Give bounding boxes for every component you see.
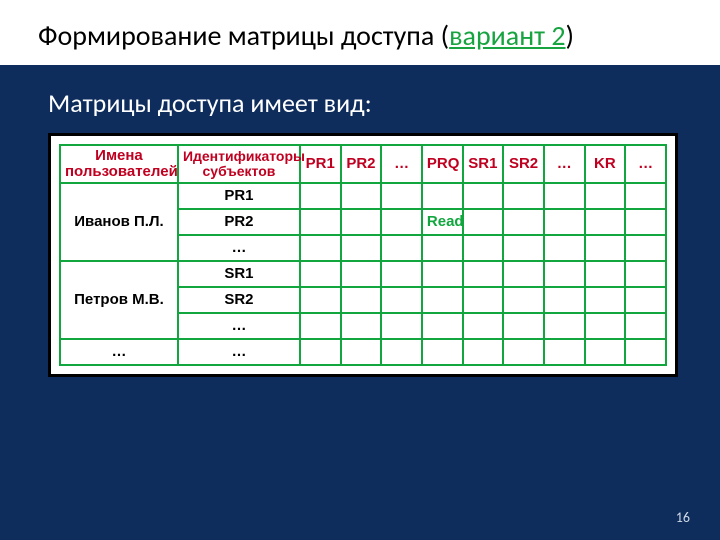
- cell: [463, 339, 504, 365]
- cell: [381, 313, 422, 339]
- cell: [463, 287, 504, 313]
- page-number: 16: [676, 509, 690, 526]
- cell: [422, 183, 463, 209]
- cell: [300, 209, 341, 235]
- cell: [300, 235, 341, 261]
- cell: [625, 339, 666, 365]
- cell: [463, 261, 504, 287]
- cell: [503, 287, 544, 313]
- cell: [341, 287, 382, 313]
- cell: [381, 339, 422, 365]
- cell: [544, 209, 585, 235]
- header-col: SR2: [503, 145, 544, 183]
- title-panel: Формирование матрицы доступа (вариант 2): [0, 0, 720, 65]
- cell: [463, 183, 504, 209]
- read-cell: Read: [422, 209, 463, 235]
- title-prefix: Формирование матрицы доступа (: [38, 18, 449, 53]
- header-col: PRQ: [422, 145, 463, 183]
- cell: [585, 287, 626, 313]
- cell: [300, 287, 341, 313]
- cell: [625, 235, 666, 261]
- cell: [625, 183, 666, 209]
- matrix-table: Имена пользователей Идентификаторы субъе…: [59, 144, 667, 366]
- cell: [341, 339, 382, 365]
- cell: [625, 287, 666, 313]
- cell: [463, 235, 504, 261]
- header-col: KR: [585, 145, 626, 183]
- cell: [503, 183, 544, 209]
- cell: [503, 339, 544, 365]
- table-row: Иванов П.Л. PR1: [60, 183, 666, 209]
- cell: [300, 261, 341, 287]
- cell: [463, 209, 504, 235]
- id-cell: …: [178, 339, 300, 365]
- title-suffix: ): [566, 18, 575, 53]
- cell: [544, 313, 585, 339]
- cell: [625, 313, 666, 339]
- cell: [381, 183, 422, 209]
- cell: [422, 313, 463, 339]
- cell: [544, 287, 585, 313]
- cell: [341, 235, 382, 261]
- header-col: …: [381, 145, 422, 183]
- cell: [300, 339, 341, 365]
- table-header-row: Имена пользователей Идентификаторы субъе…: [60, 145, 666, 183]
- cell: [544, 261, 585, 287]
- cell: [585, 183, 626, 209]
- table-row: … …: [60, 339, 666, 365]
- cell: [381, 235, 422, 261]
- id-cell: PR2: [178, 209, 300, 235]
- cell: [341, 209, 382, 235]
- subtitle: Матрицы доступа имеет вид:: [0, 65, 720, 133]
- cell: [341, 313, 382, 339]
- slide-title: Формирование матрицы доступа (вариант 2): [38, 18, 690, 53]
- cell: [585, 339, 626, 365]
- user-cell: Иванов П.Л.: [60, 183, 178, 261]
- header-col: …: [625, 145, 666, 183]
- user-cell: Петров М.В.: [60, 261, 178, 339]
- cell: [585, 261, 626, 287]
- access-matrix-table: Имена пользователей Идентификаторы субъе…: [48, 133, 678, 377]
- header-col: PR1: [300, 145, 341, 183]
- cell: [422, 261, 463, 287]
- cell: [381, 287, 422, 313]
- cell: [341, 183, 382, 209]
- cell: [381, 209, 422, 235]
- cell: [422, 287, 463, 313]
- cell: [503, 235, 544, 261]
- cell: [625, 209, 666, 235]
- cell: [422, 235, 463, 261]
- cell: [625, 261, 666, 287]
- id-cell: …: [178, 313, 300, 339]
- cell: [503, 261, 544, 287]
- cell: [585, 313, 626, 339]
- table-row: Петров М.В. SR1: [60, 261, 666, 287]
- cell: [341, 261, 382, 287]
- cell: [422, 339, 463, 365]
- title-accent: вариант 2: [449, 18, 565, 53]
- id-cell: PR1: [178, 183, 300, 209]
- header-col: SR1: [463, 145, 504, 183]
- user-cell: …: [60, 339, 178, 365]
- id-cell: SR1: [178, 261, 300, 287]
- header-col: …: [544, 145, 585, 183]
- id-cell: SR2: [178, 287, 300, 313]
- cell: [300, 183, 341, 209]
- cell: [463, 313, 504, 339]
- cell: [544, 235, 585, 261]
- cell: [381, 261, 422, 287]
- cell: [503, 209, 544, 235]
- cell: [585, 209, 626, 235]
- cell: [300, 313, 341, 339]
- cell: [544, 339, 585, 365]
- cell: [544, 183, 585, 209]
- header-users: Имена пользователей: [60, 145, 178, 183]
- cell: [585, 235, 626, 261]
- header-col: PR2: [341, 145, 382, 183]
- id-cell: …: [178, 235, 300, 261]
- cell: [503, 313, 544, 339]
- header-subjects: Идентификаторы субъектов: [178, 145, 300, 183]
